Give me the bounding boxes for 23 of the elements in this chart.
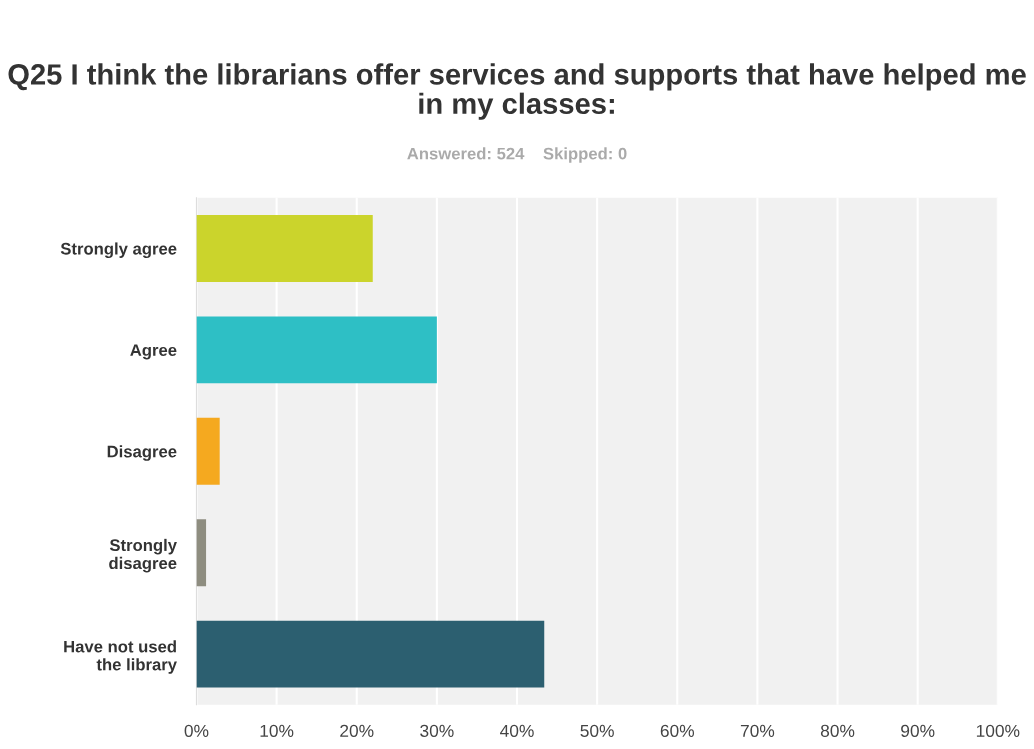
x-tick-label: 70% xyxy=(740,724,775,738)
x-tick-label: 30% xyxy=(420,724,454,738)
x-tick-label: 50% xyxy=(580,724,614,738)
x-tick-label: 10% xyxy=(260,724,294,738)
y-tick-label: Strongly agree xyxy=(60,242,177,259)
y-tick-label: Have not used the library xyxy=(64,640,177,674)
y-tick-label: Agree xyxy=(130,344,177,360)
bar xyxy=(196,214,373,282)
x-tick-label: 40% xyxy=(500,724,534,738)
chart-title: Q25 I think the librarians offer services and supports that have helped me in my classes: xyxy=(8,63,1026,120)
bar xyxy=(196,620,545,688)
y-tick-label: Strongly disagree xyxy=(109,538,177,573)
chart-subtitle: Answered: 524 Skipped: 0 xyxy=(407,147,627,163)
x-tick-label: 80% xyxy=(820,724,855,738)
bar xyxy=(196,417,220,485)
x-tick-label: 20% xyxy=(340,724,374,738)
x-tick-label: 60% xyxy=(660,724,695,738)
bar xyxy=(196,519,207,587)
bar xyxy=(196,316,437,384)
y-tick-label: Disagree xyxy=(107,445,177,461)
x-tick-label: 90% xyxy=(901,724,935,738)
x-tick-label: 100% xyxy=(976,724,1020,738)
x-tick-label: 0% xyxy=(184,724,209,738)
